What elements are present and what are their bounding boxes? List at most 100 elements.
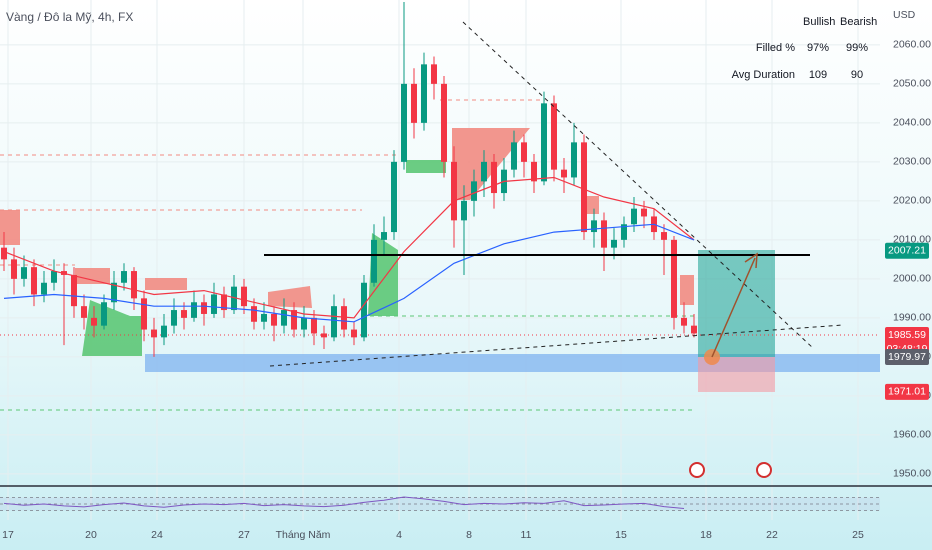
- supply-zone: [0, 210, 20, 245]
- x-tick-label: 8: [466, 529, 472, 541]
- event-icon[interactable]: [756, 462, 772, 478]
- chart-title: Vàng / Đô la Mỹ, 4h, FX: [6, 10, 133, 24]
- candle-body: [541, 103, 547, 182]
- candle-body: [241, 286, 247, 307]
- y-tick-label: 1950.00: [893, 468, 931, 480]
- drawings-over: [264, 21, 844, 478]
- candle-body: [11, 259, 17, 279]
- candle-body: [161, 325, 167, 338]
- y-tick-label: 2010.00: [893, 234, 931, 246]
- candle-body: [221, 294, 227, 311]
- candle-body: [21, 267, 27, 279]
- candle-body: [121, 271, 127, 283]
- rsi-line: [3, 496, 685, 509]
- candle-body: [341, 306, 347, 330]
- candle-body: [411, 83, 417, 123]
- candle-body: [1, 247, 7, 260]
- candle-body: [381, 232, 387, 240]
- supply-zone: [680, 275, 694, 305]
- candle-body: [41, 282, 47, 295]
- rsi-pane: [0, 496, 880, 511]
- event-icon[interactable]: [689, 462, 705, 478]
- candle-body: [431, 64, 437, 84]
- candle-body: [151, 329, 157, 338]
- candle-body: [631, 208, 637, 225]
- candle-body: [51, 271, 57, 283]
- candle-body: [251, 306, 257, 322]
- x-tick-label: 22: [766, 529, 778, 541]
- labels: Vàng / Đô la Mỹ, 4h, FX USD Bullish Bear…: [2, 9, 931, 541]
- candle-body: [81, 306, 87, 318]
- candle-body: [421, 64, 427, 123]
- demand-zone: [82, 300, 142, 356]
- candle-body: [591, 220, 597, 233]
- x-tick-label: 17: [2, 529, 14, 541]
- x-tick-label: 24: [151, 529, 163, 541]
- table-cell: 90: [851, 69, 863, 81]
- candle-body: [401, 83, 407, 162]
- candle-body: [261, 313, 267, 322]
- x-tick-label: 25: [852, 529, 864, 541]
- x-tick-label: 20: [85, 529, 97, 541]
- table-header: Bullish: [803, 16, 835, 28]
- y-axis-label: USD: [893, 9, 916, 21]
- y-tick-label: 2040.00: [893, 117, 931, 129]
- moving-average: [3, 223, 695, 323]
- y-tick-label: 1960.00: [893, 429, 931, 441]
- arrow-head: [744, 252, 758, 269]
- candle-body: [391, 161, 397, 233]
- x-tick-label: Tháng Năm: [276, 529, 331, 541]
- candle-body: [531, 161, 537, 182]
- supply-zone: [75, 268, 110, 284]
- candle-body: [511, 142, 517, 170]
- y-tick-label: 2060.00: [893, 39, 931, 51]
- candle-body: [601, 220, 607, 248]
- x-tick-label: 4: [396, 529, 402, 541]
- table-cell: 97%: [807, 42, 829, 54]
- price-label: 1985.59: [888, 329, 926, 341]
- candle-body: [481, 161, 487, 182]
- candle-body: [321, 333, 327, 338]
- target-box: [698, 250, 775, 357]
- candle-body: [371, 239, 377, 283]
- candle-body: [491, 161, 497, 194]
- y-tick-label: 1990.00: [893, 312, 931, 324]
- candle-body: [461, 200, 467, 221]
- candle-body: [681, 317, 687, 326]
- price-label-box: [885, 242, 929, 259]
- candle-body: [211, 294, 217, 314]
- candle-body: [581, 142, 587, 233]
- marks: [1, 1, 697, 357]
- candle-body: [191, 302, 197, 318]
- candle-body: [521, 142, 527, 162]
- candle-body: [471, 181, 477, 201]
- candle-body: [671, 239, 677, 318]
- table-cell: 99%: [846, 42, 868, 54]
- price-label-box: [885, 383, 929, 400]
- candle-body: [201, 302, 207, 314]
- y-tick-label: 2030.00: [893, 156, 931, 168]
- candle-body: [441, 83, 447, 162]
- x-tick-label: 15: [615, 529, 627, 541]
- table-cell: Avg Duration: [732, 69, 795, 81]
- candle-body: [111, 282, 117, 303]
- candle-body: [101, 302, 107, 326]
- x-tick-label: 11: [521, 529, 532, 541]
- table-cell: Filled %: [756, 42, 795, 54]
- price-label: 2007.21: [888, 245, 926, 257]
- candle-body: [301, 317, 307, 330]
- candle-body: [131, 271, 137, 299]
- projection-arrow: [711, 257, 756, 358]
- x-tick-label: 18: [700, 529, 712, 541]
- candle-body: [641, 208, 647, 217]
- supply-zone: [268, 286, 312, 308]
- candle-body: [361, 282, 367, 338]
- price-label-box: [885, 348, 929, 365]
- candle-body: [551, 103, 557, 170]
- candle-body: [181, 310, 187, 318]
- candle-body: [331, 306, 337, 338]
- candle-body: [691, 325, 697, 334]
- candle-body: [91, 317, 97, 326]
